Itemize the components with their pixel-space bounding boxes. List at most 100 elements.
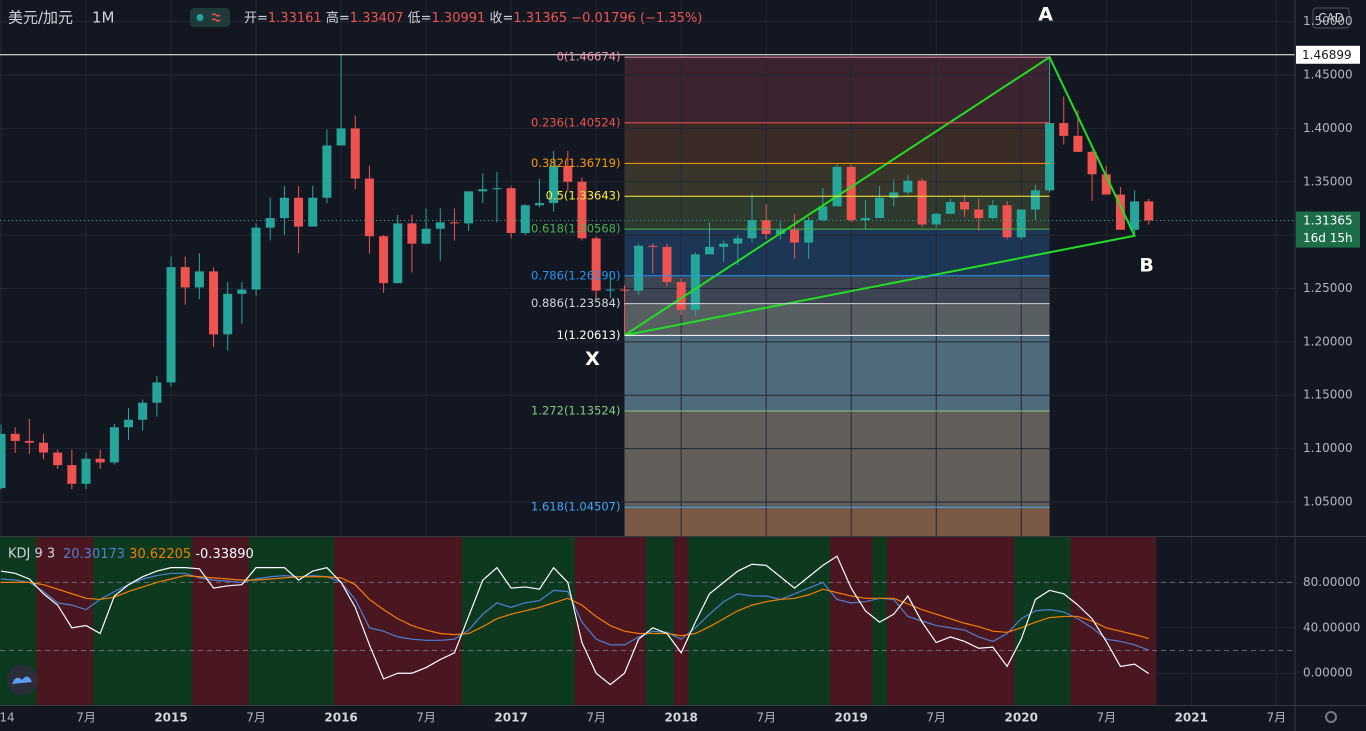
candle-body [534, 203, 544, 206]
kdj-zone [801, 537, 817, 705]
candle-body [322, 145, 332, 198]
logo-mark [12, 676, 32, 684]
currency[interactable]: CAD [1318, 11, 1344, 25]
candle-body [308, 197, 318, 227]
kdj-zone [277, 537, 292, 705]
header: 美元/加元 1M 开=1.33161 高=1.33407 低=1.30991 收… [8, 8, 702, 562]
kdj-zone [121, 537, 137, 705]
candle-body [988, 205, 998, 219]
x-tick-label: 7月 [1266, 711, 1286, 725]
candle-body [1130, 201, 1140, 230]
kdj-zone [815, 537, 831, 705]
y-tick-label: 1.20000 [1303, 334, 1353, 348]
kdj-zone [390, 537, 406, 705]
ohlc-change: −0.01796 (−1.35%) [571, 11, 702, 26]
x-tick-label: 7月 [756, 711, 776, 725]
candle-body [279, 197, 289, 219]
kdj-zone [1070, 537, 1086, 705]
candle-body [39, 442, 49, 453]
x-tick-label: 2016 [324, 711, 357, 725]
status-icon [211, 13, 221, 22]
ohlc-key: 低= [408, 11, 432, 26]
status-dot [196, 14, 204, 21]
candle-body [549, 165, 559, 204]
pattern-label: A [1038, 4, 1053, 26]
ohlc-key: 高= [326, 10, 350, 26]
candle-body [960, 202, 970, 210]
candle-body [237, 289, 247, 294]
kdj-zone [971, 537, 987, 705]
candle-body [223, 293, 233, 335]
candle-body [860, 218, 870, 221]
kdj-background [0, 537, 1157, 705]
settings-icon[interactable] [1325, 711, 1337, 723]
ohlc-value: 1.31365 [513, 11, 567, 26]
fib-label: 0.5(1.33643) [546, 189, 621, 203]
ohlc-line: 开=1.33161 高=1.33407 低=1.30991 收=1.31365 … [244, 10, 702, 26]
kdj-zone [50, 537, 66, 705]
candle-body [563, 165, 573, 182]
y-tick-label: 40.00000 [1303, 620, 1360, 634]
pattern-label: X [585, 348, 600, 370]
kdj-zone [730, 537, 746, 705]
candle-body [194, 271, 204, 288]
candle-body [634, 245, 644, 291]
kdj-zone [1127, 537, 1143, 705]
candle-body [407, 223, 417, 244]
kdj-zone [419, 537, 434, 705]
y-tick-label: 1.40000 [1303, 121, 1353, 135]
x-tick-label: 7月 [1096, 711, 1116, 725]
kdj-zone [787, 537, 803, 705]
candle-body [1087, 151, 1097, 175]
y-tick-label: 1.45000 [1303, 68, 1353, 82]
kdj-zone [858, 537, 873, 705]
kdj-zone [263, 537, 278, 705]
candle-body [818, 206, 828, 221]
kdj-zone [1056, 537, 1072, 705]
x-tick-label: 2017 [494, 711, 527, 725]
candle-body [492, 188, 502, 190]
x-tick-label: 7月 [246, 711, 266, 725]
kdj-values: 20.30173 30.62205 -0.33890 [63, 547, 254, 562]
kdj-zone [149, 537, 165, 705]
kdj-zone [404, 537, 420, 705]
fib-zone [624, 275, 1050, 304]
kdj-zone [773, 537, 788, 705]
candle-body [591, 238, 601, 291]
fib-label: 1(1.20613) [557, 328, 621, 342]
crosshair-price-box [1296, 45, 1360, 64]
footer-icons [7, 665, 1337, 723]
candles [0, 54, 1154, 490]
axis-labels: CAD 1.500001.450001.400001.350001.300001… [0, 7, 1360, 725]
kdj-zone [744, 537, 760, 705]
candle-body [53, 452, 63, 466]
candle-body [152, 382, 162, 403]
candle-body [1002, 205, 1012, 238]
candle-body [676, 282, 686, 310]
currency-button[interactable] [1312, 7, 1350, 29]
status-pill[interactable] [190, 8, 230, 27]
kdj-zone [8, 537, 23, 705]
candle-body [294, 197, 304, 227]
candle-body [733, 238, 743, 244]
candle-body [0, 433, 6, 489]
symbol[interactable]: 美元/加元 [8, 9, 73, 27]
interval[interactable]: 1M [92, 9, 115, 27]
candle-body [577, 181, 587, 239]
ohlc-value: 1.33161 [268, 11, 322, 26]
candle-body [605, 289, 615, 291]
kdj-zone [1028, 537, 1043, 705]
candle-body [931, 213, 941, 225]
candle-body [1016, 209, 1026, 238]
last-price-box [1296, 211, 1360, 248]
kdj-zone [135, 537, 151, 705]
candle-body [364, 178, 374, 237]
kdj-zone [0, 537, 9, 705]
kdj-zone [220, 537, 236, 705]
kdj-title: KDJ 9 3 [8, 547, 55, 562]
kdj-zone [674, 537, 689, 705]
candle-body [449, 222, 459, 224]
candle-body [138, 402, 148, 420]
